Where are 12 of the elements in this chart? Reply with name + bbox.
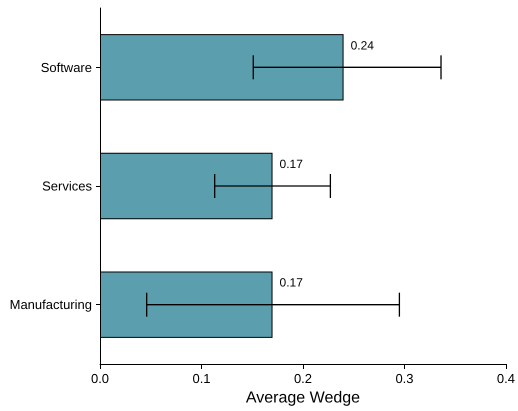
x-tick-label: 0.4 [496, 371, 516, 386]
x-tick-label: 0.3 [395, 371, 414, 386]
x-tick-label: 0.2 [294, 371, 312, 386]
x-tick-label: 0.0 [90, 371, 110, 386]
data-label: 0.17 [280, 157, 304, 171]
data-label: 0.24 [350, 38, 374, 52]
data-label: 0.17 [280, 276, 304, 290]
y-tick-label: Services [42, 178, 92, 194]
y-tick-label: Manufacturing [10, 297, 92, 312]
x-tick-label: 0.1 [192, 371, 211, 386]
y-tick-label: Software [40, 60, 92, 75]
x-axis-title: Average Wedge [246, 390, 360, 406]
